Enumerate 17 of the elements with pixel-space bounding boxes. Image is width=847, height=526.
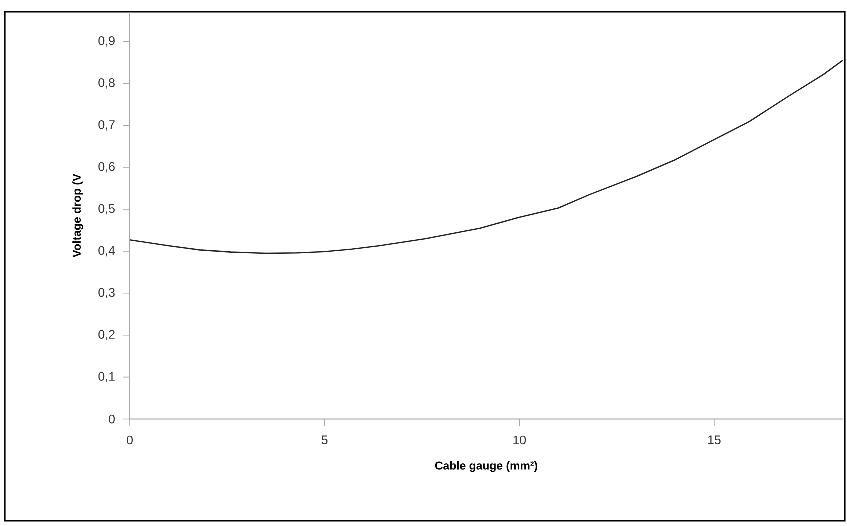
y-tick-label: 0,7 [98,120,115,131]
y-tick-label: 0,6 [98,162,115,173]
y-tick-label: 0,4 [98,246,116,257]
y-tick-label: 0,2 [98,330,115,341]
y-tick-label: 0,9 [98,36,115,47]
x-tick-label: 10 [514,436,526,445]
y-tick-label: 0,1 [98,372,115,382]
x-tick-label: 15 [708,436,721,444]
x-tick-label: 5 [322,436,328,444]
y-tick-label: 0,5 [98,204,115,215]
x-axis-title: Cable gauge (mm²) [435,461,538,472]
y-tick-label: 0,8 [98,78,115,89]
y-tick-label: 0 [109,414,115,424]
y-axis-title: Voltage drop (V [72,174,84,258]
x-tick-label: 0 [127,436,133,445]
y-tick-label: 0,3 [98,288,115,299]
line-series [130,60,844,254]
